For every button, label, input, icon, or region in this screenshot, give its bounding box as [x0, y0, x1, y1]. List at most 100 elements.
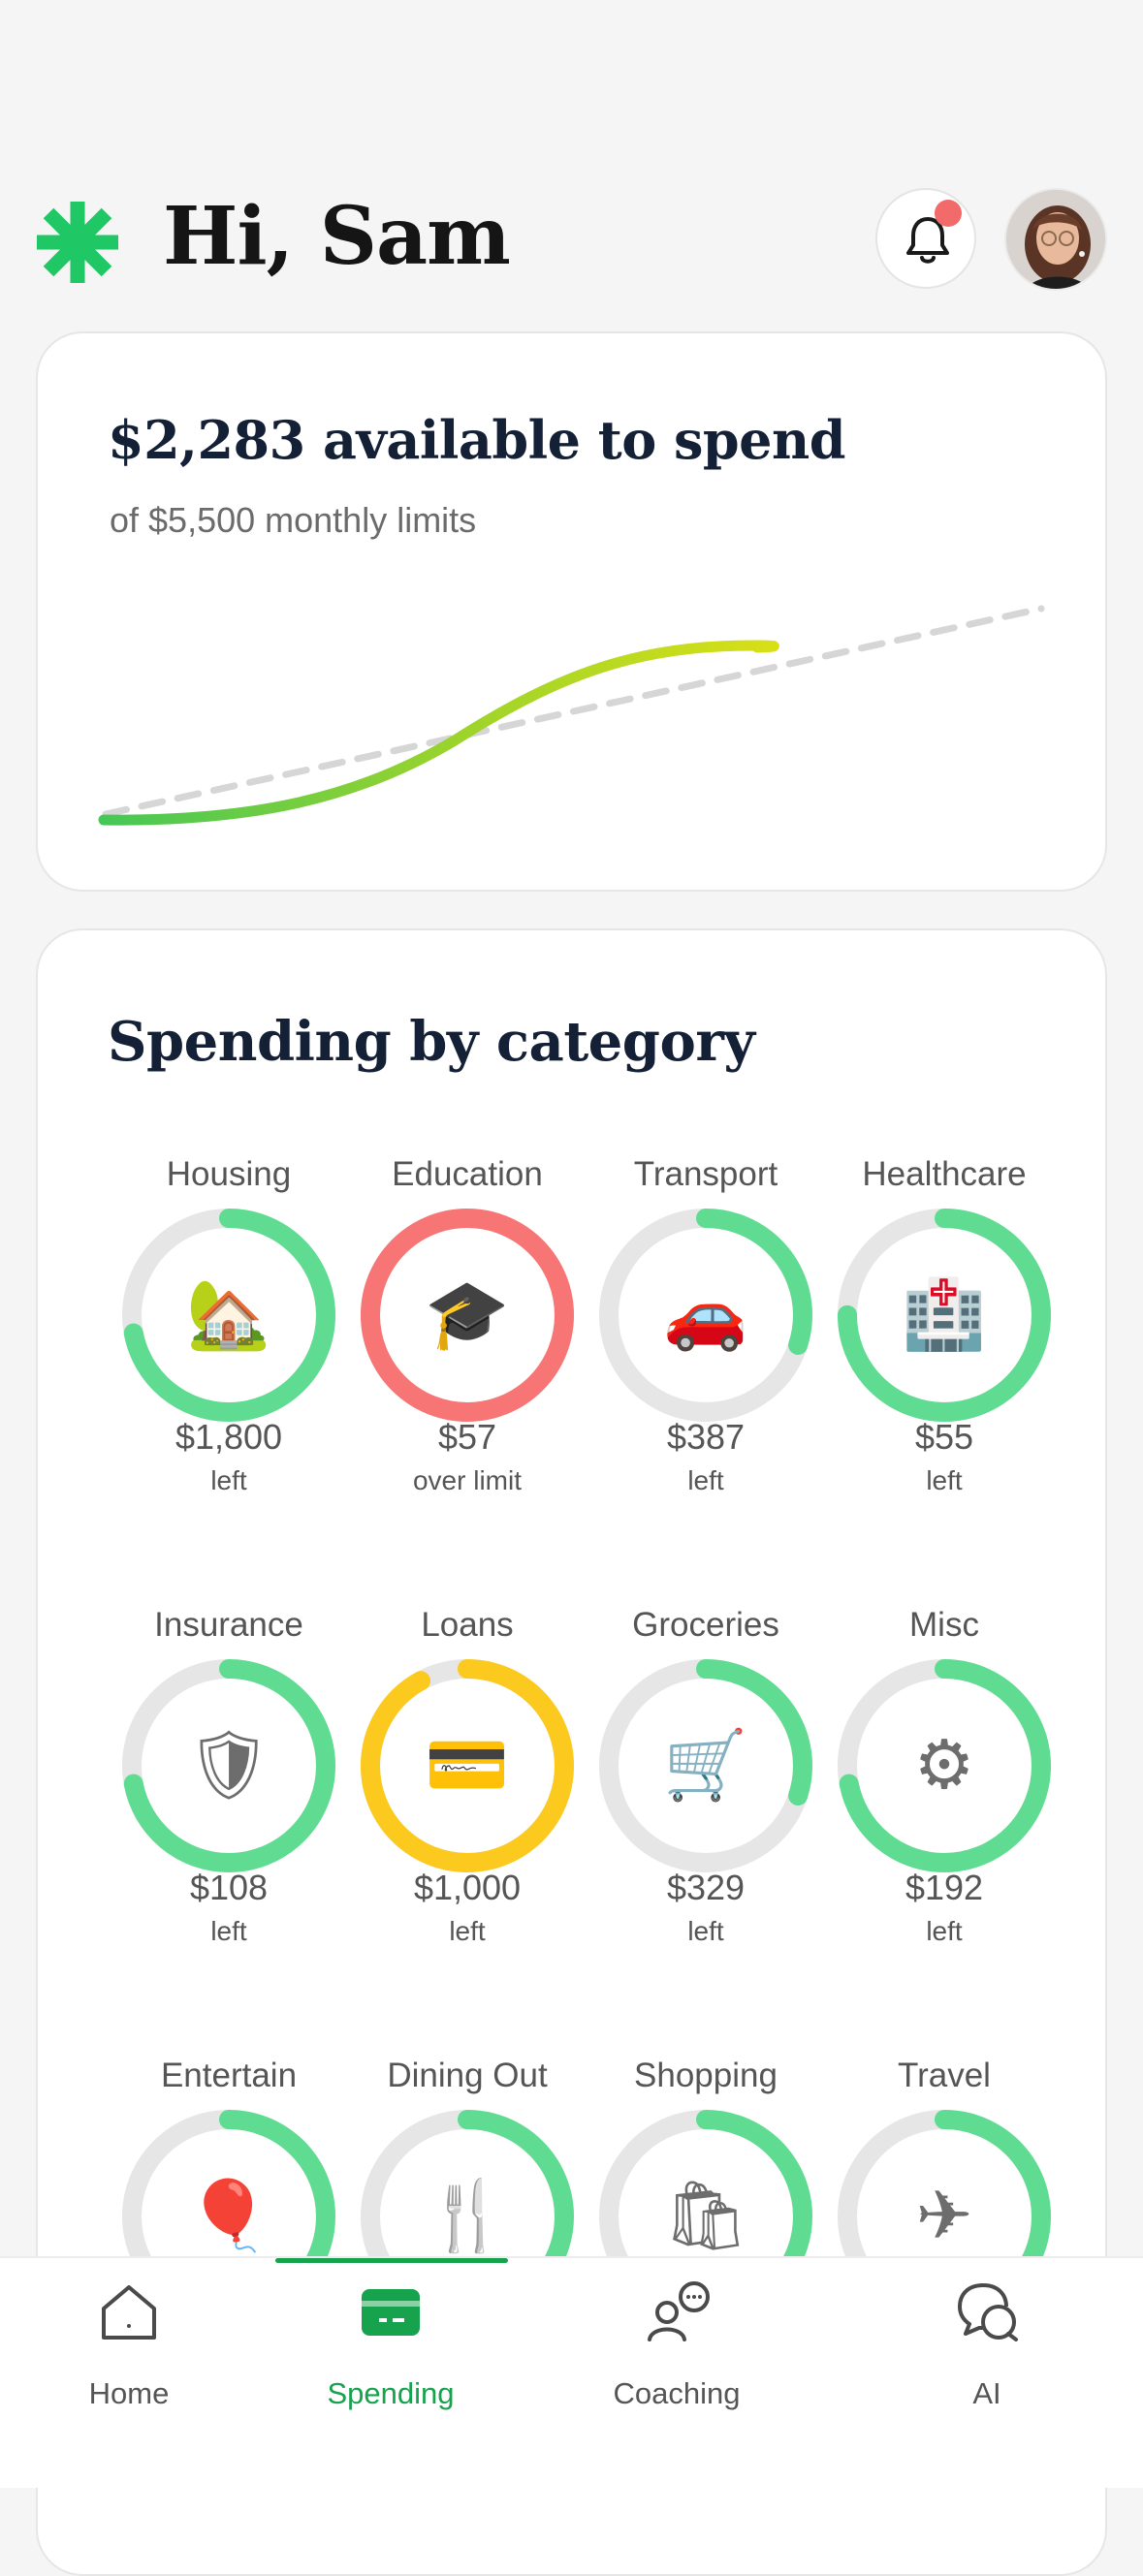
category-amount: $329 — [666, 1868, 746, 1907]
category-status: left — [687, 1465, 724, 1495]
greeting-title: Hi, Sam — [163, 190, 511, 283]
car-icon: 🚗 — [663, 1274, 747, 1354]
chat-icon — [958, 2283, 1018, 2341]
tab-coaching-label: Coaching — [613, 2376, 741, 2410]
category-education[interactable]: Education 🎓 $57 over limit — [348, 1155, 587, 1562]
available-to-spend-card[interactable]: $2,283 available to spend of $5,500 mont… — [36, 331, 1107, 892]
ring-progress — [122, 1209, 335, 1422]
category-progress-ring: 💳 — [361, 1659, 574, 1872]
category-name: Groceries — [632, 1606, 779, 1644]
ring-progress — [838, 1209, 1051, 1422]
graduation-cap-icon: 🎓 — [425, 1274, 509, 1354]
ring-progress — [599, 1659, 812, 1872]
category-name: Dining Out — [387, 2057, 548, 2094]
category-status: left — [210, 1916, 247, 1946]
fork-knife-icon: 🍴 — [425, 2176, 509, 2256]
ring-progress — [361, 2110, 574, 2323]
gear-icon: ⚙ — [914, 1725, 975, 1805]
ring-progress — [838, 2110, 1051, 2323]
category-amount: $1,800 — [175, 1417, 283, 1457]
category-amount: $192 — [905, 1868, 984, 1907]
category-status: over limit — [412, 1465, 522, 1495]
category-status: left — [926, 1916, 963, 1946]
actual-spending-line — [98, 640, 779, 826]
category-insurance[interactable]: Insurance 🛡 $108 left — [110, 1606, 348, 2013]
tab-home[interactable]: Home — [32, 2258, 226, 2452]
category-name: Loans — [421, 1606, 514, 1644]
category-name: Transport — [633, 1155, 778, 1193]
category-progress-ring: 🏥 — [838, 1209, 1051, 1422]
category-transport[interactable]: Transport 🚗 $387 left — [587, 1155, 825, 1562]
shield-icon: 🛡 — [186, 1725, 272, 1805]
category-progress-ring: 🚗 — [599, 1209, 812, 1422]
category-progress-ring: 🛒 — [599, 1659, 812, 1872]
available-amount-title: $2,283 available to spend — [108, 409, 846, 471]
tab-home-label: Home — [88, 2376, 170, 2410]
category-progress-ring: 🎓 — [361, 1209, 574, 1422]
category-name: Entertain — [160, 2057, 298, 2094]
bottom-tab-bar: Home Spending Coaching AI — [0, 2256, 1143, 2488]
active-tab-indicator — [275, 2258, 508, 2263]
monthly-limit-subtitle: of $5,500 monthly limits — [110, 500, 477, 540]
logo-asterisk-icon — [37, 202, 118, 283]
bell-icon — [906, 217, 949, 264]
limit-pace-line — [102, 605, 1045, 818]
avatar-image — [1006, 190, 1105, 289]
category-name: Shopping — [634, 2057, 778, 2094]
shopping-bags-icon: 🛍 — [663, 2176, 749, 2255]
category-name: Healthcare — [862, 1155, 1027, 1193]
category-amount: $108 — [189, 1868, 269, 1907]
category-status: left — [449, 1916, 486, 1946]
header: Hi, Sam — [0, 174, 1143, 300]
balloon-icon: 🎈 — [186, 2175, 270, 2255]
category-name: Education — [392, 1155, 543, 1193]
coaching-icon — [648, 2281, 710, 2341]
shopping-cart-icon: 🛒 — [663, 1725, 747, 1805]
ring-progress — [122, 2110, 335, 2323]
ring-progress — [599, 2110, 812, 2323]
category-status: left — [210, 1465, 247, 1495]
tab-ai-label: AI — [972, 2376, 1001, 2410]
category-status: left — [687, 1916, 724, 1946]
hospital-icon: 🏥 — [902, 1274, 986, 1354]
category-name: Housing — [166, 1155, 292, 1193]
credit-card-icon: 💳 — [425, 1725, 509, 1805]
ring-progress — [122, 1659, 335, 1872]
category-progress-ring: 🏡 — [122, 1209, 335, 1422]
category-status: left — [926, 1465, 963, 1495]
category-amount: $387 — [666, 1417, 746, 1457]
category-name: Travel — [898, 2057, 991, 2094]
category-loans[interactable]: Loans 💳 $1,000 left — [348, 1606, 587, 2013]
category-amount: $1,000 — [413, 1868, 522, 1907]
tab-coaching[interactable]: Coaching — [580, 2258, 774, 2452]
category-name: Misc — [909, 1606, 979, 1644]
ring-progress — [361, 1209, 574, 1422]
tab-spending-label: Spending — [327, 2376, 455, 2410]
category-progress-ring: 🎈 — [122, 2110, 335, 2323]
house-icon: 🏡 — [186, 1274, 270, 1354]
home-icon — [102, 2285, 156, 2340]
spending-by-category-card: Spending by category Housing 🏡 $1,800 left E… — [36, 928, 1107, 2576]
tab-ai[interactable]: AI — [890, 2258, 1084, 2452]
category-name: Insurance — [154, 1606, 303, 1644]
ring-progress — [599, 1209, 812, 1422]
notification-badge — [935, 200, 962, 227]
spending-by-category-title: Spending by category — [108, 1010, 755, 1074]
ring-progress — [361, 1659, 574, 1872]
category-progress-ring: 🛡 — [122, 1659, 335, 1872]
category-progress-ring: ⚙ — [838, 1659, 1051, 1872]
airplane-icon: ✈ — [916, 2176, 973, 2255]
tab-spending[interactable]: Spending — [294, 2258, 488, 2452]
ring-progress — [838, 1659, 1051, 1872]
category-housing[interactable]: Housing 🏡 $1,800 left — [110, 1155, 348, 1562]
category-amount: $55 — [914, 1417, 974, 1457]
avatar[interactable] — [1004, 188, 1107, 291]
notifications-button[interactable] — [875, 188, 976, 289]
category-entertain[interactable]: Entertain 🎈 — [110, 2057, 348, 2464]
category-healthcare[interactable]: Healthcare 🏥 $55 left — [825, 1155, 1064, 1562]
category-amount: $57 — [437, 1417, 497, 1457]
category-misc[interactable]: Misc ⚙ $192 left — [825, 1606, 1064, 2013]
category-groceries[interactable]: Groceries 🛒 $329 left — [587, 1606, 825, 2013]
wallet-icon — [362, 2289, 420, 2336]
spending-trend-chart — [98, 605, 1045, 826]
